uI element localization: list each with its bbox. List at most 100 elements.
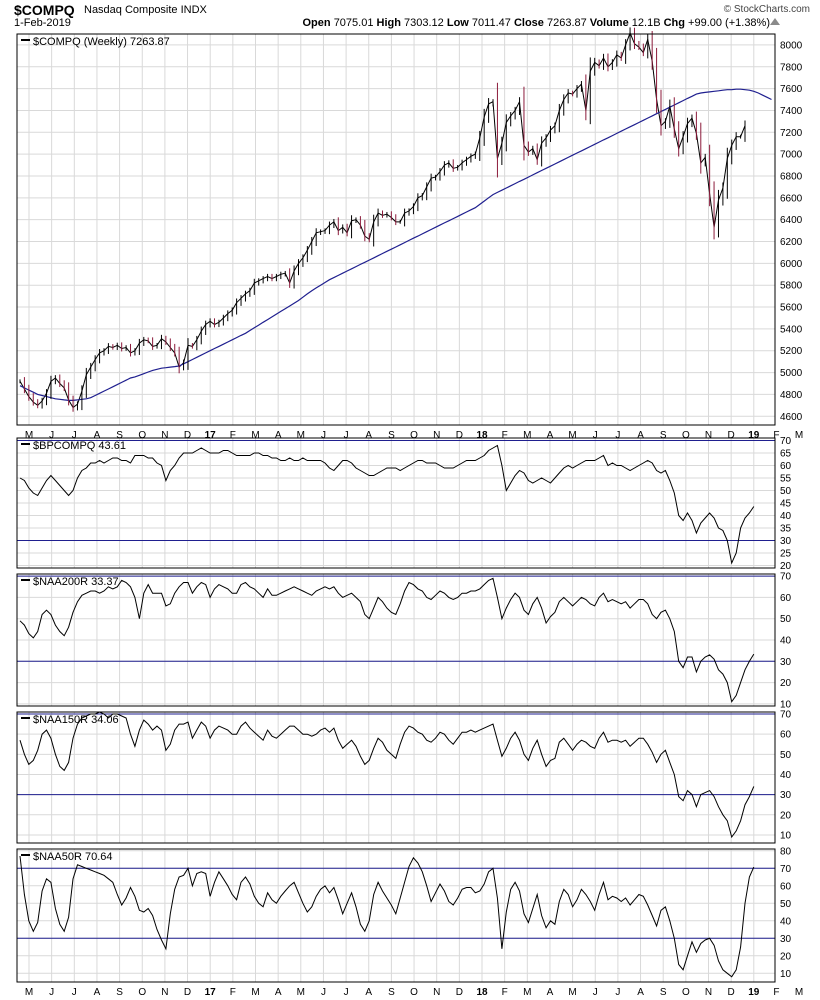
series-line--naa200r (19, 577, 755, 703)
y-tick-label: 10 (780, 699, 792, 710)
y-tick-label: 70 (780, 710, 792, 721)
x-tick-label: N (161, 430, 168, 441)
y-tick-label: 30 (780, 934, 792, 945)
y-tick-label: 60 (780, 461, 792, 472)
y-tick-label: 60 (780, 593, 792, 604)
x-tick-label: F (502, 987, 508, 998)
high-value: 7303.12 (404, 17, 444, 29)
x-tick-label: F (230, 430, 236, 441)
y-tick-label: 35 (780, 524, 792, 535)
x-tick-label: J (72, 430, 77, 441)
chg-label: Chg (663, 17, 685, 29)
chg-value: +99.00 (+1.38%) (688, 17, 770, 29)
x-tick-label: J (49, 987, 54, 998)
y-tick-label: 6600 (780, 193, 803, 204)
x-tick-label: F (773, 987, 779, 998)
y-tick-label: 5600 (780, 303, 803, 314)
y-tick-label: 5000 (780, 368, 803, 379)
legend-marker (21, 39, 30, 41)
x-tick-label: S (388, 430, 395, 441)
x-tick-label: A (275, 987, 282, 998)
y-tick-label: 50 (780, 899, 792, 910)
x-tick-label: D (456, 430, 463, 441)
title-row: $COMPQ Nasdaq Composite INDX © StockChar… (0, 2, 820, 18)
x-tick-label: J (321, 430, 326, 441)
series-line--naa50r (19, 855, 755, 978)
x-tick-label: O (682, 430, 690, 441)
y-tick-label: 5200 (780, 346, 803, 357)
y-tick-label: 30 (780, 536, 792, 547)
x-tick-label: O (138, 987, 146, 998)
x-tick-label: O (138, 430, 146, 441)
x-tick-label: S (116, 987, 123, 998)
x-tick-label: S (660, 987, 667, 998)
y-tick-label: 8000 (780, 40, 803, 51)
x-axis-labels-bottom: M J J A S O N D 17 F M A M J J A S O N D 18 F M A M J J A S O N D 19 F M (25, 987, 803, 998)
y-tick-label: 40 (780, 511, 792, 522)
x-tick-label: J (593, 987, 598, 998)
y-tick-label: 50 (780, 486, 792, 497)
x-tick-label: 19 (748, 987, 760, 998)
high-label: High (376, 17, 401, 29)
x-tick-label: S (116, 430, 123, 441)
panel-frame (16, 573, 776, 707)
x-tick-label: M (568, 430, 576, 441)
x-tick-label: A (637, 430, 644, 441)
panel-naa200r: 10 20 30 40 50 60 70 $NAA200R 33.37 (16, 572, 792, 710)
x-tick-label: N (705, 430, 712, 441)
close-value: 7263.87 (546, 17, 587, 29)
y-tick-label: 7600 (780, 84, 803, 95)
y-tick-label: 6000 (780, 259, 803, 270)
y-tick-label: 7000 (780, 150, 803, 161)
x-tick-label: J (344, 987, 349, 998)
low-value: 7011.47 (471, 17, 511, 29)
x-tick-label: J (593, 430, 598, 441)
x-tick-label: D (456, 987, 463, 998)
x-tick-label: N (433, 430, 440, 441)
x-tick-label: F (502, 430, 508, 441)
panel-naa50r: 10 20 30 40 50 60 70 80 $NAA50R 70.64 (16, 846, 792, 983)
x-tick-label: D (728, 987, 735, 998)
x-tick-label: N (161, 987, 168, 998)
x-tick-label: O (682, 987, 690, 998)
panel-label: $NAA150R 34.06 (33, 714, 119, 726)
quote-row: 1-Feb-2019 Open 7075.01 High 7303.12 Low… (0, 17, 820, 31)
y-tick-label: 30 (780, 657, 792, 668)
panel-label: $NAA200R 33.37 (33, 576, 119, 588)
y-tick-label: 55 (780, 474, 792, 485)
x-tick-label: M (568, 987, 576, 998)
y-tick-label: 6400 (780, 215, 803, 226)
y-tick-label: 20 (780, 561, 792, 572)
y-tick-label: 7800 (780, 62, 803, 73)
legend-marker (21, 443, 30, 445)
watermark: © StockCharts.com (723, 4, 810, 15)
x-tick-label: N (705, 987, 712, 998)
panel-frame (16, 33, 776, 426)
x-tick-label: 19 (748, 430, 760, 441)
y-tick-label: 60 (780, 881, 792, 892)
panel-label: $BPCOMPQ 43.61 (33, 440, 126, 452)
x-tick-label: M (251, 987, 259, 998)
low-label: Low (446, 17, 469, 29)
ohlc-summary: Open 7075.01 High 7303.12 Low 7011.47 Cl… (303, 17, 771, 29)
collapse-triangle-icon[interactable] (770, 18, 780, 25)
x-tick-label: F (230, 987, 236, 998)
open-label: Open (302, 17, 331, 29)
x-axis-labels-price: M J J A S O N D 17 F M A M J J A S O N D 18 F M A M J J A S O N D 19 F M (25, 430, 803, 441)
y-tick-label: 70 (780, 436, 792, 447)
x-tick-label: J (321, 987, 326, 998)
y-tick-label: 45 (780, 499, 792, 510)
x-tick-label: M (297, 987, 305, 998)
y-tick-label: 70 (780, 572, 792, 583)
y-tick-label: 5400 (780, 324, 803, 335)
x-tick-label: A (94, 987, 101, 998)
x-tick-label: M (523, 430, 531, 441)
x-tick-label: 17 (205, 430, 217, 441)
y-tick-label: 20 (780, 810, 792, 821)
y-tick-label: 7400 (780, 106, 803, 117)
x-tick-label: M (297, 430, 305, 441)
chart-description: Nasdaq Composite INDX (84, 4, 207, 16)
series-line--bpcompq (19, 444, 755, 565)
series-line--naa150r (19, 711, 755, 839)
